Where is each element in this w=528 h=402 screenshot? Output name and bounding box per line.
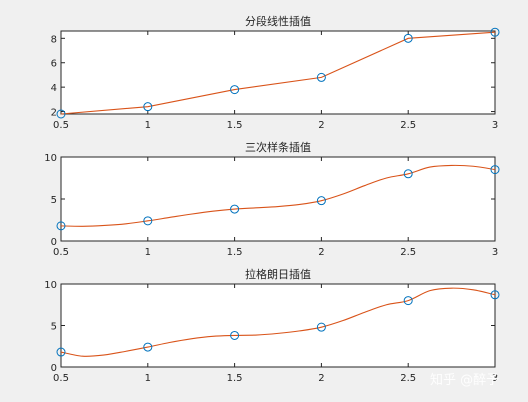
- data-point-marker: [403, 169, 413, 179]
- chart-title: 分段线性插值: [245, 14, 311, 28]
- x-tick-label: 2.5: [400, 247, 416, 258]
- x-tick-label: 2.5: [400, 373, 416, 384]
- data-point-marker: [230, 85, 240, 95]
- data-point-marker: [316, 322, 326, 332]
- x-tick-label: 1: [145, 120, 151, 131]
- axes-frame: [60, 283, 496, 368]
- subplots: 分段线性插值 0.5 1 1.5 2 2.5 3 2 4 6 8 三次样条插值 0.5 1 1.5 2 2.5 3…: [44, 14, 500, 384]
- data-point-marker: [143, 102, 153, 112]
- chart-title: 拉格朗日插值: [245, 267, 311, 281]
- y-tick-label: 4: [51, 83, 57, 94]
- y-tick-label: 5: [51, 322, 57, 333]
- axes-frame: [60, 30, 496, 115]
- y-tick-label: 10: [44, 153, 57, 164]
- y-tick-label: 2: [51, 108, 57, 119]
- data-point-marker: [316, 196, 326, 206]
- x-tick-label: 2: [318, 247, 324, 258]
- y-tick-label: 8: [51, 34, 57, 45]
- x-tick-label: 1.5: [227, 373, 243, 384]
- x-tick-label: 3: [492, 247, 498, 258]
- data-point-marker: [316, 72, 326, 82]
- y-tick-label: 5: [51, 195, 57, 206]
- axes-frame: [60, 156, 496, 242]
- y-tick-label: 0: [51, 363, 57, 374]
- x-tick-label: 3: [492, 373, 498, 384]
- x-tick-label: 0.5: [53, 373, 69, 384]
- x-tick-label: 2: [318, 373, 324, 384]
- x-tick-label: 1.5: [227, 247, 243, 258]
- watermark: 知乎 @醉予: [430, 372, 499, 388]
- subplot-2: 三次样条插值 0.5 1 1.5 2 2.5 3 0 5 10: [44, 140, 500, 258]
- x-tick-label: 0.5: [53, 120, 69, 131]
- x-tick-label: 1: [145, 247, 151, 258]
- data-point-marker: [143, 342, 153, 352]
- y-tick-label: 10: [44, 280, 57, 291]
- x-tick-label: 0.5: [53, 247, 69, 258]
- data-point-marker: [490, 165, 500, 175]
- data-point-marker: [230, 330, 240, 340]
- x-tick-label: 2.5: [400, 120, 416, 131]
- y-tick-label: 0: [51, 237, 57, 248]
- data-point-marker: [403, 296, 413, 306]
- data-point-marker: [230, 204, 240, 214]
- x-tick-label: 2: [318, 120, 324, 131]
- data-point-marker: [490, 27, 500, 37]
- y-tick-label: 6: [51, 59, 57, 70]
- data-point-marker: [490, 290, 500, 300]
- interpolation-curve: [60, 31, 496, 115]
- x-tick-label: 1: [145, 373, 151, 384]
- chart-title: 三次样条插值: [245, 140, 311, 154]
- data-point-marker: [56, 221, 66, 231]
- subplot-1: 分段线性插值 0.5 1 1.5 2 2.5 3 2 4 6 8: [51, 14, 500, 131]
- interpolation-curve: [60, 164, 496, 227]
- subplot-3: 拉格朗日插值 0.5 1 1.5 2 2.5 3 0 5 10: [44, 267, 500, 384]
- data-point-marker: [143, 216, 153, 226]
- data-point-marker: [403, 33, 413, 43]
- x-tick-label: 1.5: [227, 120, 243, 131]
- data-point-marker: [56, 347, 66, 357]
- interpolation-curve: [60, 287, 496, 357]
- data-point-marker: [56, 109, 66, 119]
- x-tick-label: 3: [492, 120, 498, 131]
